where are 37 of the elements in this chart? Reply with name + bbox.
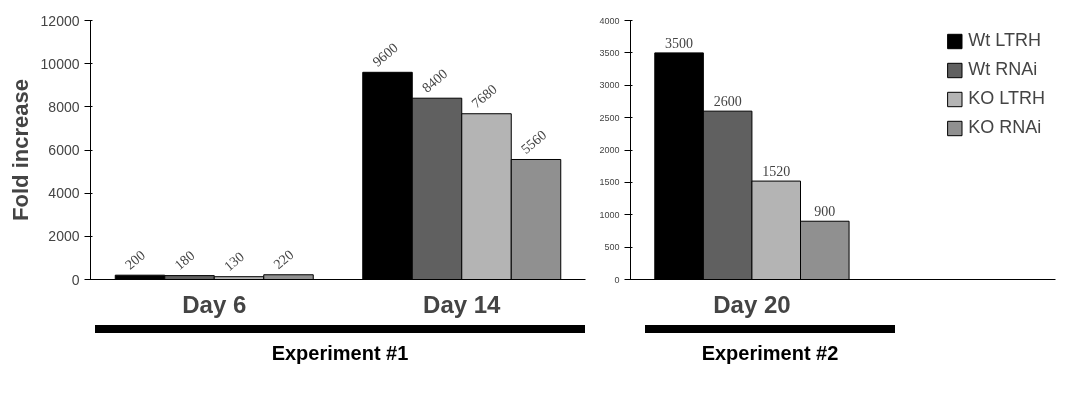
legend-label: KO LTRH xyxy=(968,88,1045,109)
y-tick-label: 10000 xyxy=(40,55,80,72)
y-tick-label: 6000 xyxy=(48,142,80,158)
data-label: 1520 xyxy=(762,164,791,180)
legend-label: KO RNAi xyxy=(968,117,1042,138)
y-tick-label: 0 xyxy=(614,274,620,285)
x-tick-label: Day 14 xyxy=(423,290,502,318)
data-label: 5560 xyxy=(518,127,550,157)
data-label: 900 xyxy=(814,204,836,220)
y-tick-label: 3500 xyxy=(599,47,620,58)
data-label: 130 xyxy=(221,248,247,274)
y-tick-label: 4000 xyxy=(48,185,80,202)
y-axis-title: Fold increase xyxy=(7,79,33,221)
y-tick-label: 0 xyxy=(71,271,80,288)
x-tick-label: Day 6 xyxy=(182,290,247,318)
y-tick-label: 3000 xyxy=(599,80,620,91)
text: Experiment #1 xyxy=(271,341,409,366)
data-label: 180 xyxy=(171,247,198,273)
y-tick-label: 8000 xyxy=(48,98,80,115)
y-tick-label: 500 xyxy=(604,242,620,253)
data-label: 8400 xyxy=(419,65,451,96)
y-tick-label: 1000 xyxy=(599,209,620,220)
data-label: 3500 xyxy=(665,35,694,51)
x-tick-label: Day 20 xyxy=(713,290,791,318)
y-tick-label: 4000 xyxy=(599,15,620,26)
legend-label: Wt LTRH xyxy=(968,30,1041,51)
y-tick-label: 12000 xyxy=(40,12,80,29)
data-label: 200 xyxy=(122,247,148,273)
y-tick-label: 1500 xyxy=(599,177,620,188)
data-label: 7680 xyxy=(468,81,500,112)
data-label: 220 xyxy=(270,247,297,273)
data-label: 2600 xyxy=(713,94,742,110)
y-tick-label: 2500 xyxy=(599,112,620,123)
legend-label: Wt RNAi xyxy=(968,59,1038,80)
y-tick-label: 2000 xyxy=(599,145,620,155)
y-tick-label: 2000 xyxy=(48,228,80,245)
text: Experiment #2 xyxy=(701,341,839,366)
